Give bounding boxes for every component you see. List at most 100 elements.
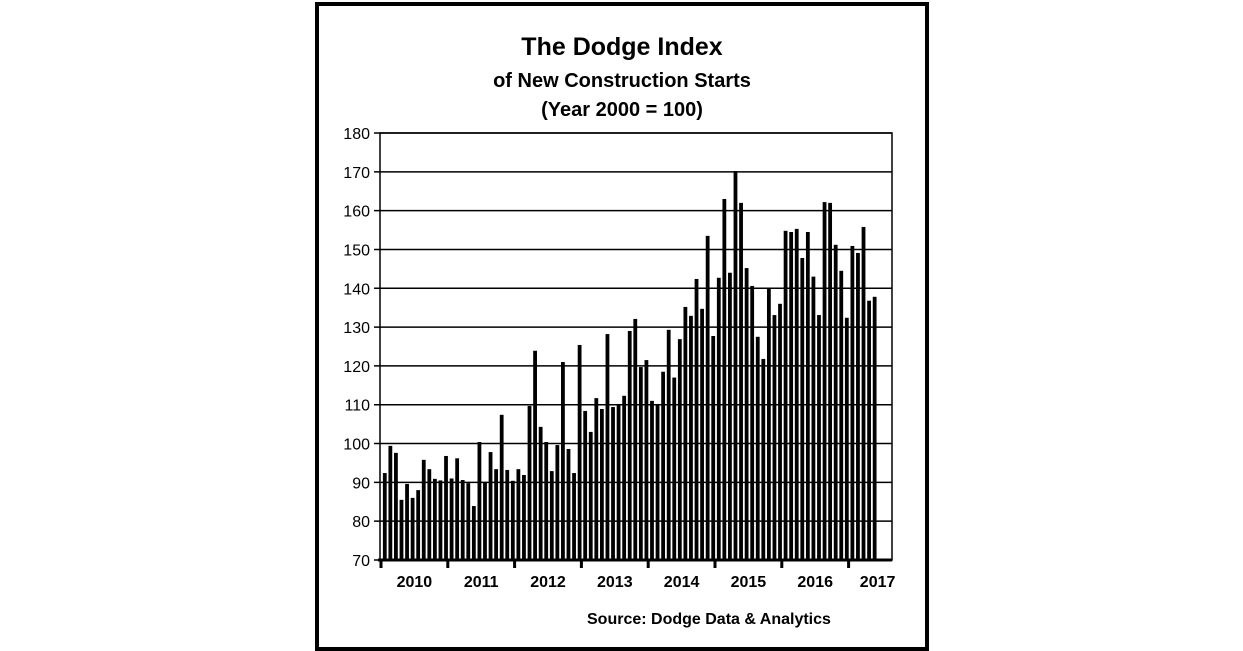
- bar: [471, 506, 476, 560]
- x-year-label: 2010: [397, 574, 433, 591]
- bar: [594, 398, 599, 560]
- bar: [633, 318, 638, 560]
- bar: [689, 315, 693, 560]
- bar: [483, 482, 487, 560]
- x-year-label: 2011: [464, 574, 499, 591]
- bar: [438, 480, 443, 560]
- bar: [488, 452, 493, 560]
- bar: [711, 336, 716, 560]
- bar: [572, 473, 576, 560]
- bar: [811, 276, 816, 560]
- bar: [867, 300, 871, 560]
- bar: [828, 202, 833, 560]
- bar: [650, 400, 654, 560]
- bar: [638, 367, 643, 560]
- bar: [694, 278, 699, 560]
- bar: [783, 230, 788, 560]
- bar: [449, 478, 454, 560]
- bar: [544, 441, 549, 560]
- bar: [460, 480, 465, 560]
- bar: [733, 171, 738, 561]
- bar: [394, 452, 398, 560]
- bar: [421, 459, 426, 560]
- y-tick-label: 130: [343, 320, 370, 337]
- bar: [494, 469, 499, 560]
- bar: [856, 252, 860, 560]
- bar: [833, 244, 838, 560]
- bar: [861, 226, 866, 560]
- bar: [627, 330, 632, 560]
- bar: [722, 198, 727, 560]
- y-tick-label: 170: [343, 165, 370, 182]
- bar: [644, 360, 649, 560]
- bar: [577, 344, 582, 560]
- bar: [583, 410, 588, 560]
- bar: [432, 478, 437, 560]
- x-year-label: 2015: [731, 574, 767, 591]
- bar: [505, 469, 510, 560]
- bar: [405, 483, 409, 560]
- bar: [817, 315, 821, 560]
- bar: [566, 448, 571, 560]
- bar: [789, 231, 794, 560]
- bar: [683, 306, 688, 560]
- chart-base-note: (Year 2000 = 100): [541, 99, 703, 121]
- y-tick-label: 110: [344, 398, 370, 415]
- bar: [794, 228, 799, 560]
- bar: [561, 362, 565, 560]
- y-tick-label: 100: [343, 437, 370, 454]
- bar: [716, 277, 721, 560]
- bar: [822, 202, 827, 560]
- bar: [616, 403, 621, 560]
- bar: [410, 497, 415, 560]
- y-tick-label: 80: [352, 514, 370, 531]
- bar: [533, 350, 537, 560]
- bar: [388, 445, 393, 560]
- y-tick-label: 70: [352, 553, 370, 570]
- bar: [772, 315, 777, 560]
- bar: [728, 272, 732, 560]
- y-tick-label: 120: [343, 359, 370, 376]
- chart-subtitle: of New Construction Starts: [493, 70, 751, 92]
- bar: [744, 268, 749, 560]
- bar: [399, 499, 404, 560]
- x-year-label: 2016: [797, 574, 833, 591]
- x-year-label: 2017: [860, 574, 896, 591]
- bar: [538, 426, 543, 560]
- bar: [700, 308, 704, 560]
- bar: [672, 377, 677, 560]
- bar: [455, 458, 460, 560]
- bar: [510, 480, 515, 560]
- y-tick-label: 150: [343, 242, 370, 259]
- bar: [800, 257, 805, 560]
- bar: [588, 431, 593, 560]
- bar: [477, 441, 482, 560]
- bar: [666, 329, 671, 560]
- bar: [755, 336, 760, 560]
- bar: [705, 235, 710, 561]
- x-year-label: 2014: [664, 574, 700, 591]
- bar: [444, 455, 448, 560]
- bar: [778, 303, 782, 560]
- bar: [622, 395, 627, 560]
- bar: [549, 471, 554, 560]
- bar: [872, 296, 877, 560]
- bar: [427, 469, 432, 560]
- y-tick-label: 140: [343, 281, 370, 298]
- bar: [499, 414, 504, 560]
- bar: [677, 339, 682, 560]
- bar: [599, 408, 604, 560]
- bar: [850, 245, 855, 560]
- bar: [611, 407, 615, 560]
- bar: [605, 334, 610, 560]
- bar: [805, 231, 810, 560]
- bar: [839, 270, 844, 560]
- bar: [516, 469, 521, 560]
- bar: [555, 445, 560, 560]
- bar: [466, 483, 471, 560]
- bar: [416, 490, 421, 560]
- bar: [655, 403, 660, 560]
- bar: [739, 202, 743, 560]
- bar: [661, 371, 666, 560]
